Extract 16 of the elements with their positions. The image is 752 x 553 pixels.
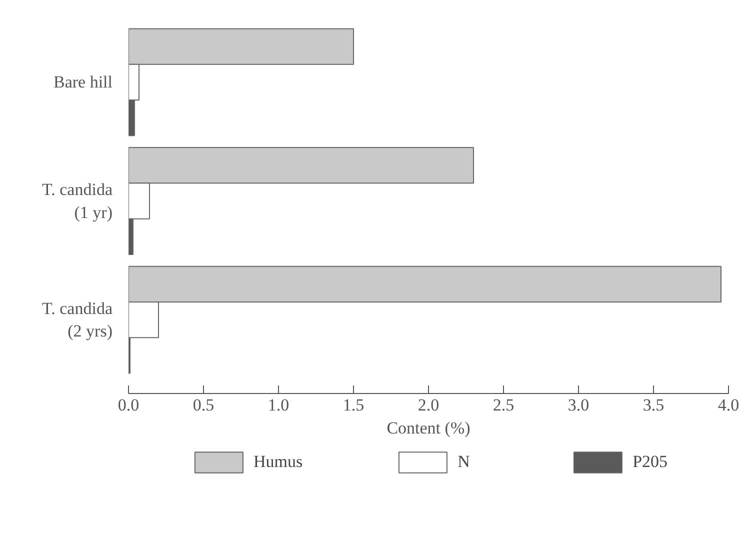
legend-label: P205 [632,452,668,472]
x-axis-title: Content (%) [386,418,470,438]
y-tick-label: Bare hill [53,72,113,92]
x-tick-label: 3.5 [642,396,664,414]
x-tick-label: 2.5 [492,396,514,414]
legend-label: Humus [253,452,303,472]
x-tick-label: 0.5 [192,396,214,414]
y-tick-label: T. candida (2 yrs) [42,298,113,341]
x-tick-label: 2.0 [418,396,440,414]
x-tick-label: 1.0 [268,396,290,414]
legend-label: N [458,452,471,472]
x-tick-label: 0.0 [118,396,140,414]
x-tick-label: 4.0 [718,396,740,414]
x-tick-label: 3.0 [568,396,590,414]
y-tick-label: T. candida (1 yr) [42,180,113,222]
x-tick-label: 1.5 [342,396,364,414]
